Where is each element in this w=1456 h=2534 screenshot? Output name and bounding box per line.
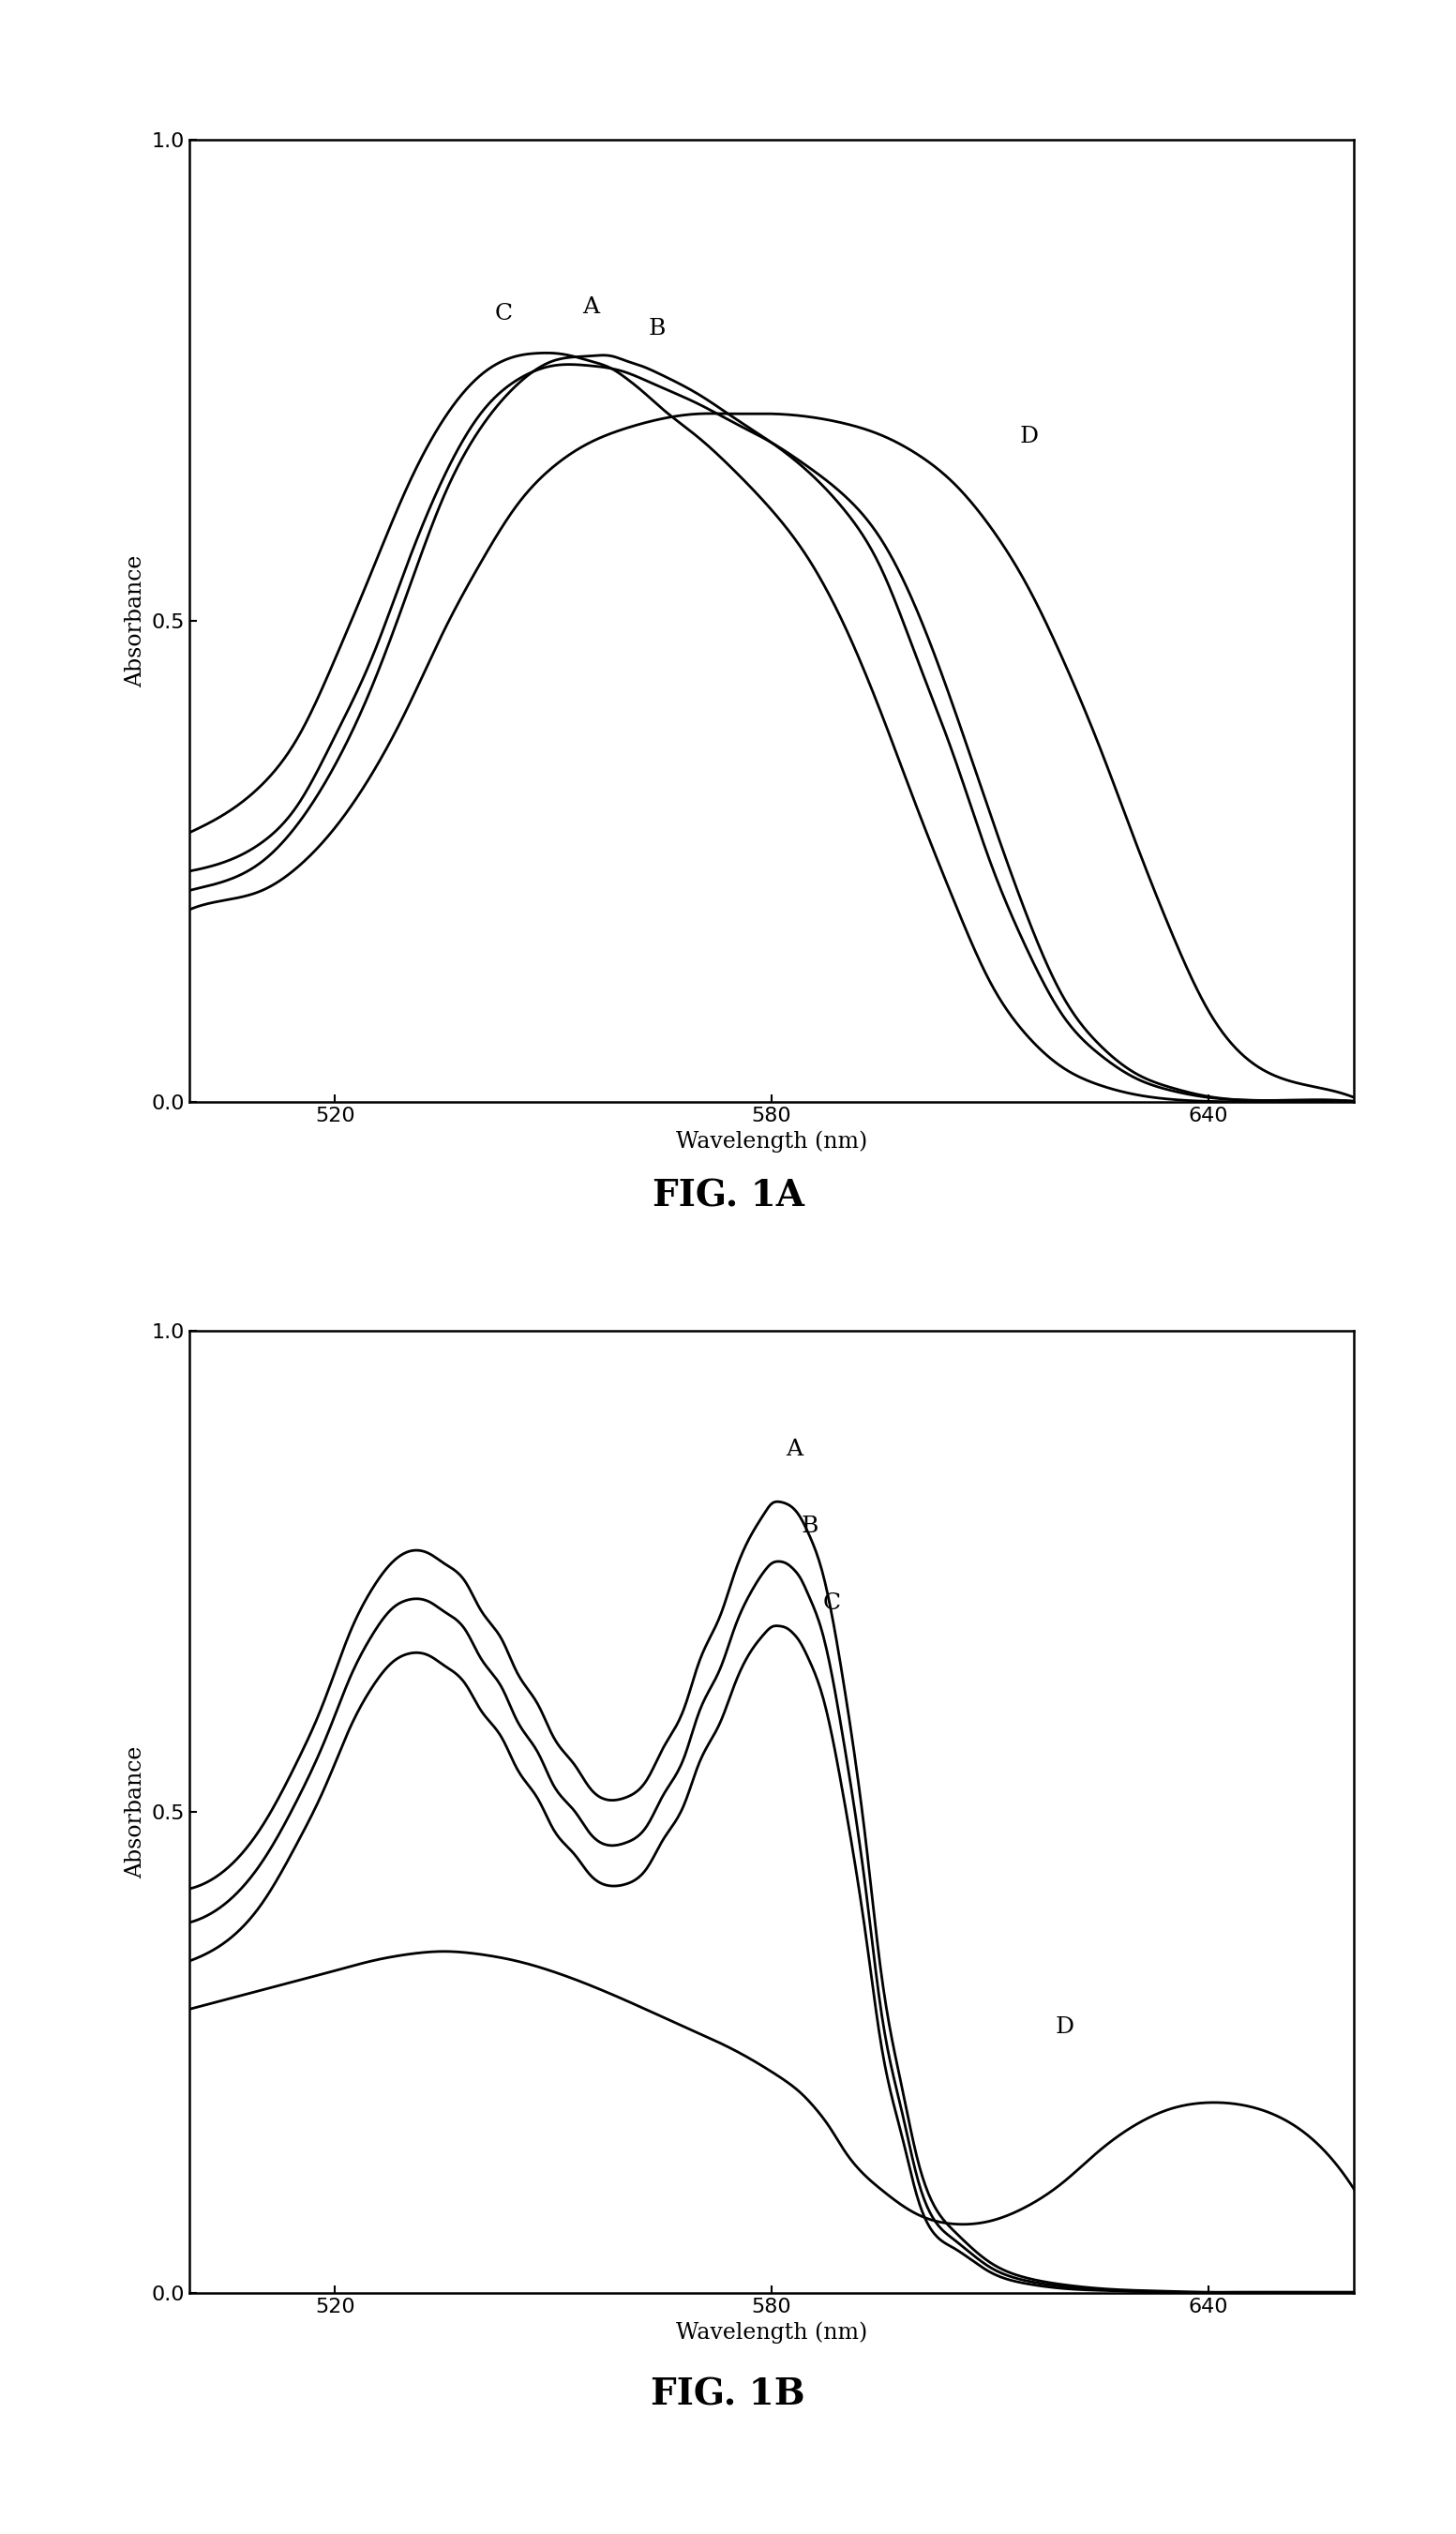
Text: FIG. 1B: FIG. 1B — [651, 2377, 805, 2412]
Text: C: C — [495, 302, 513, 324]
Text: B: B — [801, 1515, 818, 1538]
Text: C: C — [823, 1594, 840, 1614]
Text: A: A — [582, 296, 600, 317]
Text: D: D — [1019, 426, 1038, 449]
Text: D: D — [1056, 2017, 1075, 2037]
Y-axis label: Absorbance: Absorbance — [125, 1746, 146, 1878]
X-axis label: Wavelength (nm): Wavelength (nm) — [676, 1130, 868, 1153]
Y-axis label: Absorbance: Absorbance — [125, 555, 146, 687]
Text: B: B — [648, 319, 665, 340]
Text: A: A — [786, 1439, 804, 1460]
Text: FIG. 1A: FIG. 1A — [652, 1178, 804, 1214]
X-axis label: Wavelength (nm): Wavelength (nm) — [676, 2321, 868, 2344]
